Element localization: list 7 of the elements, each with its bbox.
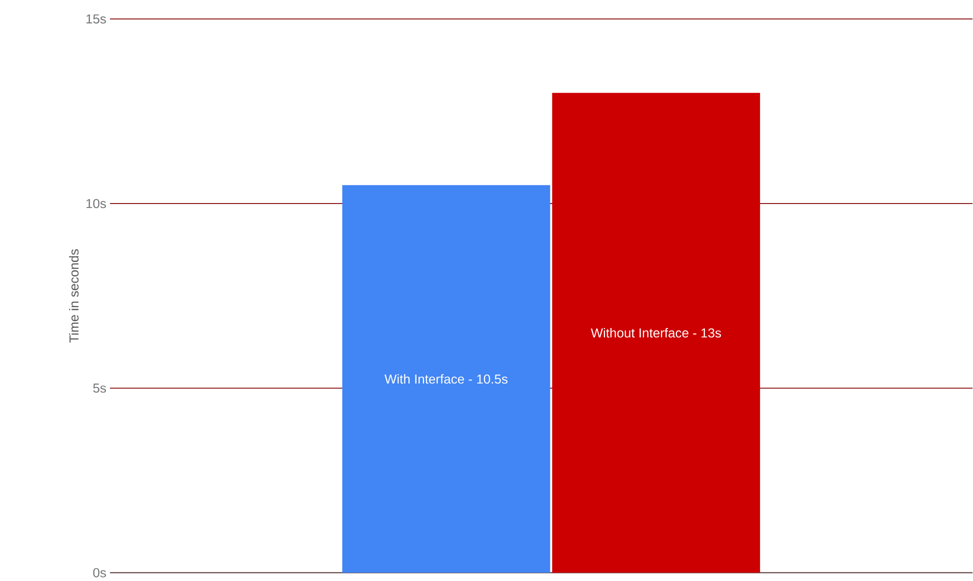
y-tick-label: 10s (86, 199, 106, 208)
annotation: Without Interface - 13s (590, 328, 721, 338)
y-tick-label: 15s (86, 14, 106, 24)
y-tick-label: 5s (93, 384, 106, 393)
annotation: With Interface - 10.5s (384, 374, 508, 384)
y-tick-label: 0s (93, 568, 106, 578)
y-axis-title: Time in seconds (69, 249, 79, 343)
